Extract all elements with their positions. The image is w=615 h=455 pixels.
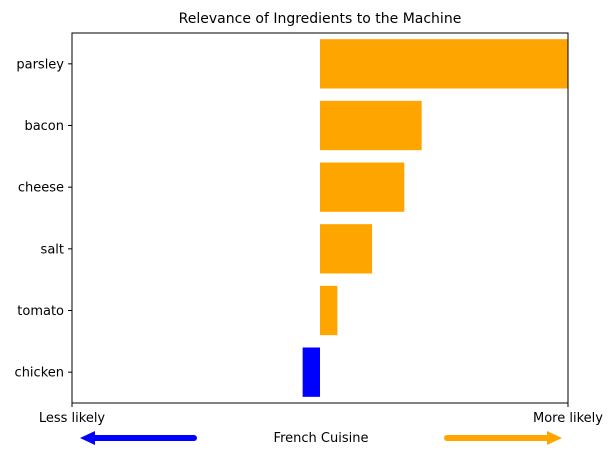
bar-parsley xyxy=(320,39,568,89)
y-tick-label-cheese: cheese xyxy=(18,181,64,196)
y-ticks-group: parsley bacon cheese salt tomato chicken xyxy=(15,57,72,381)
less-likely-arrow xyxy=(80,431,197,445)
x-tick-label-less-likely: Less likely xyxy=(39,411,106,426)
x-axis-label: French Cuisine xyxy=(274,431,369,446)
y-tick-label-tomato: tomato xyxy=(17,304,64,319)
more-likely-arrow xyxy=(444,431,562,445)
bar-bacon xyxy=(320,100,422,151)
y-tick-label-parsley: parsley xyxy=(16,57,64,72)
bar-chicken xyxy=(302,347,320,397)
y-tick-label-chicken: chicken xyxy=(15,366,64,381)
less-likely-arrow-head xyxy=(80,431,95,445)
bars-group xyxy=(302,39,568,397)
y-tick-label-bacon: bacon xyxy=(24,119,64,134)
more-likely-arrow-head xyxy=(547,431,562,445)
x-tick-label-more-likely: More likely xyxy=(533,411,603,426)
bar-tomato xyxy=(320,285,338,336)
plot-frame xyxy=(71,32,569,404)
chart-title: Relevance of Ingredients to the Machine xyxy=(179,11,462,27)
y-tick-label-salt: salt xyxy=(41,242,64,257)
bar-cheese xyxy=(320,162,405,212)
bar-salt xyxy=(320,224,373,274)
